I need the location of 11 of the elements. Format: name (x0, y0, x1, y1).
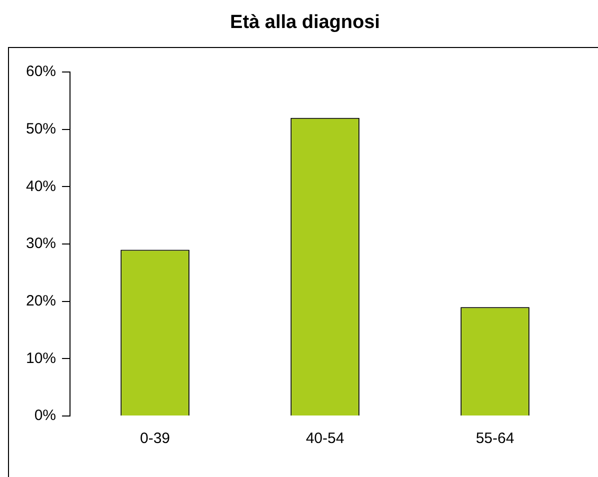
y-tick-label: 40% (26, 178, 56, 195)
chart-title: Età alla diagnosi (229, 12, 381, 34)
x-tick-label: 0-39 (140, 430, 170, 448)
x-tick-label: 55-64 (476, 430, 514, 448)
y-tick-label: 60% (26, 63, 56, 80)
y-tick-label: 30% (26, 235, 56, 252)
y-tick-label: 20% (26, 292, 56, 310)
y-tick-label: 0% (34, 407, 56, 424)
x-tick-label: 40-54 (306, 430, 344, 448)
y-tick-label: 50% (26, 120, 56, 138)
y-tick-label: 10% (26, 350, 56, 367)
